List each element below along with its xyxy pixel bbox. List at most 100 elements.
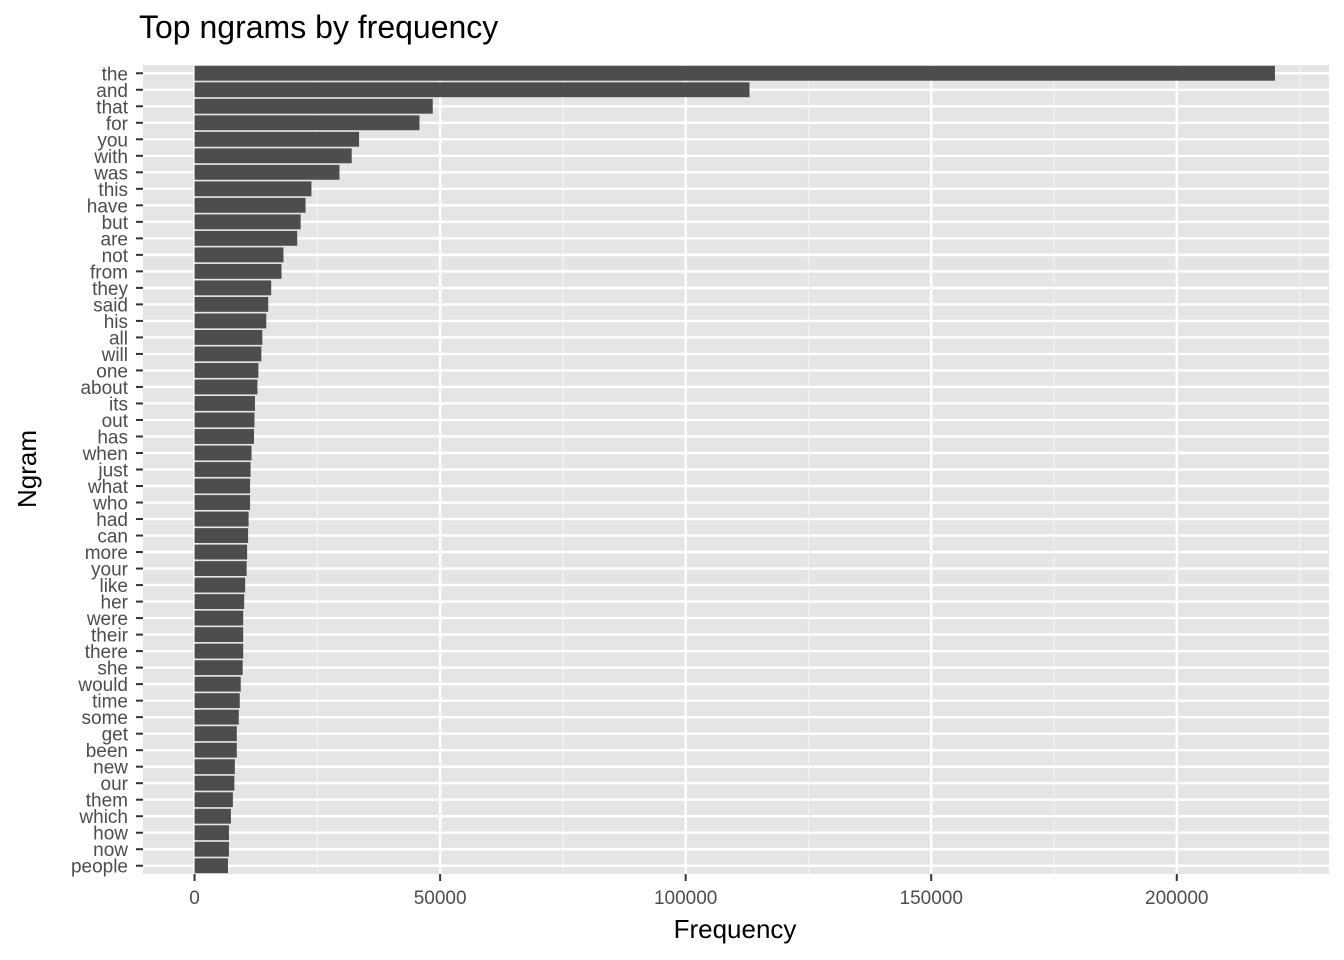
x-tick-label: 50000: [414, 888, 467, 909]
bar-for: [194, 115, 420, 131]
x-tick-label: 100000: [654, 888, 717, 909]
bar-what: [194, 478, 251, 494]
bar-but: [194, 214, 301, 230]
bar-your: [194, 561, 247, 576]
y-axis-title: Ngram: [12, 430, 42, 508]
bar-new: [194, 759, 235, 775]
bar-just: [194, 462, 251, 477]
y-tick-label: now: [93, 840, 128, 861]
y-tick-label: about: [80, 378, 128, 399]
bar-had: [194, 511, 249, 527]
bar-that: [194, 98, 433, 114]
y-tick-label: there: [85, 642, 128, 663]
bar-she: [194, 660, 243, 676]
bar-his: [194, 313, 267, 329]
bars: [194, 65, 1275, 874]
y-tick-label: new: [93, 758, 128, 779]
bar-which: [194, 808, 231, 824]
y-tick-label: been: [86, 741, 128, 762]
y-tick-label: when: [82, 444, 128, 465]
x-tick-label: 0: [189, 888, 200, 909]
y-tick-label: have: [87, 196, 128, 217]
y-tick-label: just: [97, 461, 128, 482]
y-tick-label: like: [99, 576, 128, 597]
y-tick-label: them: [86, 791, 128, 812]
x-tick-label: 150000: [900, 888, 963, 909]
y-tick-label: were: [86, 609, 128, 630]
bar-there: [194, 643, 244, 659]
bar-are: [194, 230, 298, 246]
y-tick-label: who: [92, 494, 128, 515]
bar-when: [194, 445, 252, 461]
y-tick-label: would: [77, 675, 128, 696]
y-tick-label: all: [109, 328, 128, 349]
y-tick-label: your: [91, 560, 129, 581]
bar-their: [194, 627, 244, 643]
y-tick-label: from: [90, 262, 128, 283]
y-tick-label: his: [104, 312, 128, 333]
y-tick-label: which: [78, 807, 128, 828]
y-tick-label: this: [98, 180, 128, 201]
bar-was: [194, 164, 340, 180]
bar-her: [194, 594, 245, 610]
y-tick-label: more: [85, 543, 128, 564]
y-tick-label: and: [96, 81, 128, 102]
x-tick-label: 200000: [1145, 888, 1208, 909]
bar-its: [194, 396, 255, 411]
y-tick-label: her: [101, 593, 129, 614]
y-tick-label: will: [101, 345, 128, 366]
bar-not: [194, 247, 284, 263]
bar-has: [194, 429, 254, 444]
y-tick-label: with: [93, 147, 128, 168]
bar-they: [194, 280, 272, 296]
x-axis-title: Frequency: [674, 914, 797, 944]
y-axis: theandthatforyouwithwasthishavebutarenot…: [71, 64, 143, 878]
y-tick-label: you: [97, 130, 128, 151]
y-tick-label: get: [102, 725, 129, 746]
y-tick-label: our: [101, 774, 129, 795]
bar-more: [194, 544, 248, 560]
bar-said: [194, 296, 269, 312]
y-tick-label: for: [106, 114, 129, 135]
x-axis: 0 50000 100000 150000 200000: [189, 874, 1208, 909]
bar-would: [194, 676, 241, 692]
bar-like: [194, 577, 246, 593]
bar-you: [194, 131, 360, 147]
bar-been: [194, 742, 237, 758]
bar-one: [194, 363, 259, 378]
y-tick-label: one: [96, 361, 128, 382]
bar-who: [194, 495, 251, 510]
bar-the: [194, 65, 1275, 81]
bar-out: [194, 412, 255, 428]
y-tick-label: that: [96, 97, 128, 118]
y-tick-label: not: [102, 246, 129, 267]
bar-how: [194, 825, 229, 841]
y-tick-label: has: [97, 427, 128, 448]
y-tick-label: are: [101, 229, 128, 250]
y-tick-label: people: [71, 857, 128, 878]
bar-about: [194, 379, 258, 395]
y-tick-label: was: [93, 163, 128, 184]
bar-can: [194, 528, 249, 543]
bar-with: [194, 148, 352, 164]
bar-all: [194, 329, 263, 345]
y-tick-label: the: [102, 64, 128, 85]
bar-this: [194, 181, 312, 197]
bar-will: [194, 346, 262, 362]
bar-from: [194, 263, 282, 279]
y-tick-label: their: [91, 626, 129, 647]
bar-our: [194, 775, 235, 791]
y-tick-label: she: [97, 659, 128, 680]
y-tick-label: its: [109, 394, 128, 415]
bar-now: [194, 841, 229, 857]
bar-have: [194, 197, 306, 213]
bar-and: [194, 82, 750, 98]
y-tick-label: what: [87, 477, 129, 498]
bar-some: [194, 709, 239, 725]
bar-time: [194, 693, 240, 709]
y-tick-label: they: [92, 279, 128, 300]
chart-title: Top ngrams by frequency: [139, 9, 498, 45]
bar-them: [194, 792, 233, 808]
bar-people: [194, 858, 228, 874]
